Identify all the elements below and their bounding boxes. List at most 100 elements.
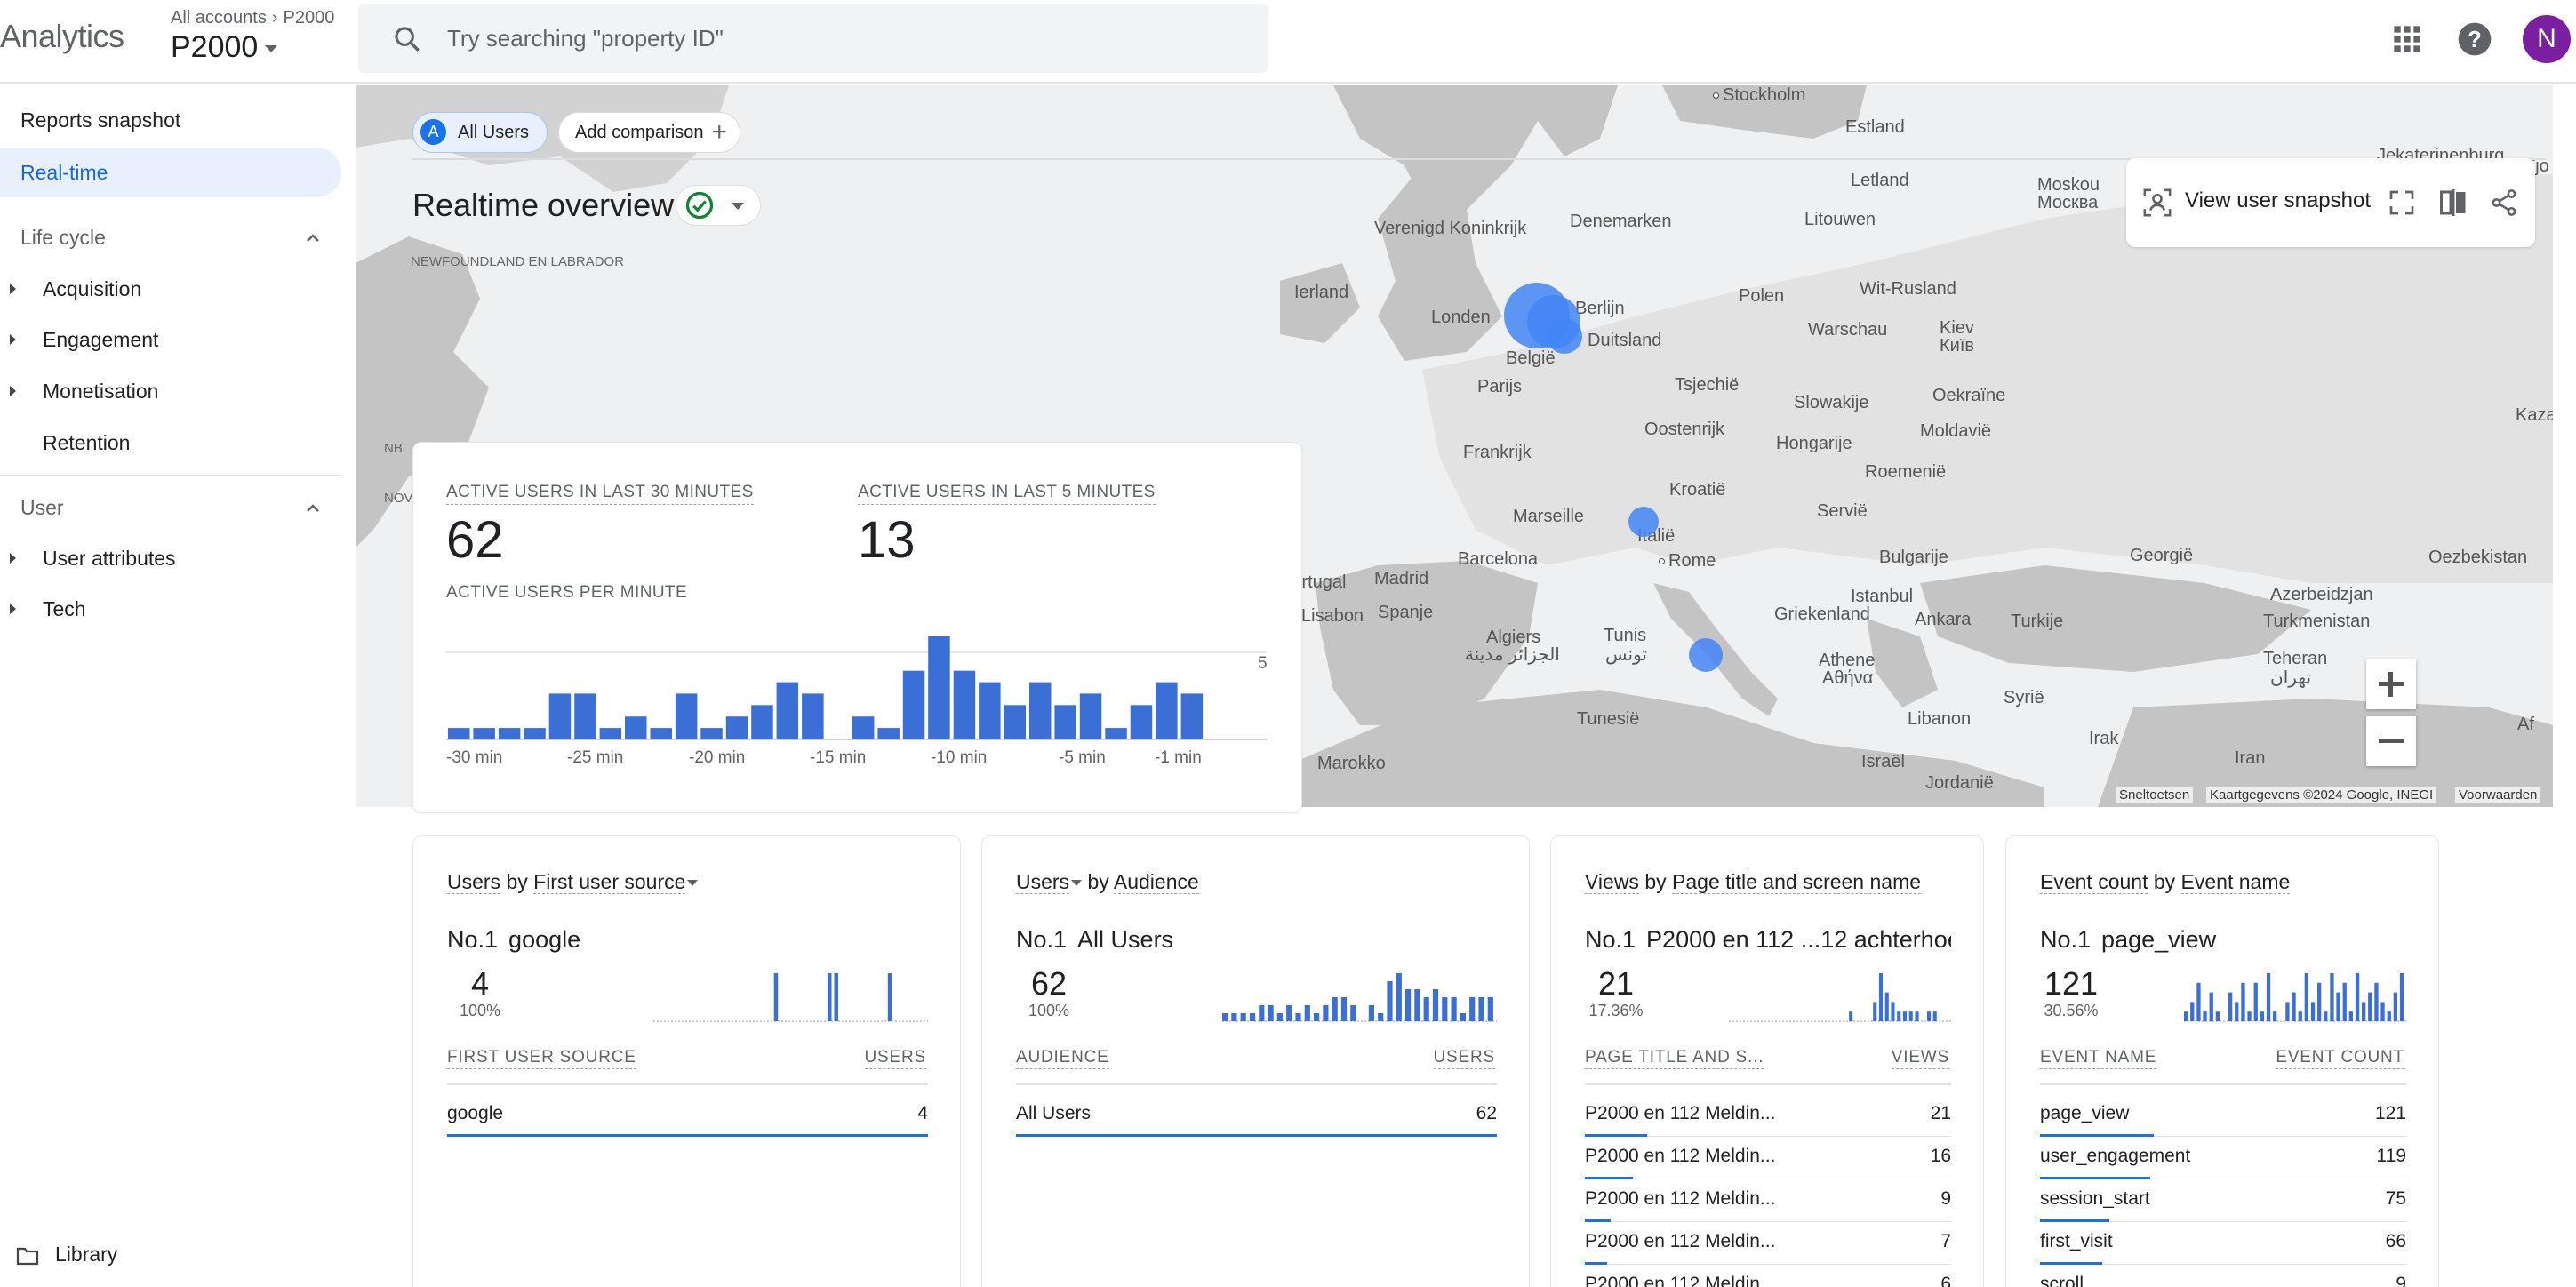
card-sparkline[interactable] — [653, 968, 928, 1023]
sidebar-item-retention[interactable]: Retention — [0, 423, 341, 462]
table-row[interactable]: user_engagement 119 — [2040, 1137, 2406, 1179]
card-sparkline[interactable] — [1729, 968, 1951, 1023]
per-minute-bar[interactable] — [700, 728, 723, 739]
per-minute-bar[interactable] — [448, 728, 470, 739]
column-header-dimension[interactable]: FIRST USER SOURCE — [447, 1048, 636, 1069]
per-minute-bar[interactable] — [548, 693, 572, 739]
user-snapshot-icon[interactable] — [2142, 188, 2172, 218]
card-metric-selector[interactable]: Event count — [2040, 870, 2148, 894]
add-comparison-button[interactable]: Add comparison + — [558, 112, 740, 153]
table-row[interactable]: session_start 75 — [2040, 1179, 2406, 1222]
table-row[interactable]: page_view 121 — [2040, 1094, 2406, 1137]
sidebar-item-reports-snapshot[interactable]: Reports snapshot — [20, 108, 181, 132]
column-header-dimension[interactable]: EVENT NAME — [2040, 1048, 2157, 1069]
per-minute-bar[interactable] — [1180, 693, 1204, 739]
per-minute-bar[interactable] — [802, 693, 824, 739]
sidebar-item-tech[interactable]: Tech — [0, 589, 341, 628]
per-minute-bar[interactable] — [1004, 705, 1027, 739]
per-minute-bar[interactable] — [902, 670, 925, 739]
per-minute-bar[interactable] — [1130, 705, 1153, 739]
per-minute-bar[interactable] — [776, 682, 799, 739]
per-minute-bar[interactable] — [751, 705, 773, 739]
chevron-up-icon[interactable] — [304, 229, 322, 247]
per-minute-bar[interactable] — [625, 716, 647, 739]
card-dimension-selector[interactable]: Audience — [1113, 870, 1199, 894]
table-row[interactable]: scroll 9 — [2040, 1265, 2406, 1287]
per-minute-bar[interactable] — [725, 716, 748, 739]
per-minute-bar[interactable] — [1105, 728, 1127, 739]
card-metric-selector[interactable]: Users — [447, 870, 501, 894]
per-minute-bar[interactable] — [1079, 693, 1102, 739]
sidebar-item-acquisition[interactable]: Acquisition — [0, 269, 341, 308]
metric-label-5min[interactable]: ACTIVE USERS IN LAST 5 MINUTES — [858, 483, 1156, 505]
per-minute-bar[interactable] — [1054, 705, 1076, 739]
per-minute-bar[interactable] — [498, 728, 521, 739]
table-row[interactable]: All Users 62 — [1016, 1094, 1497, 1137]
column-header-dimension[interactable]: AUDIENCE — [1016, 1048, 1109, 1069]
zoom-out-button[interactable] — [2366, 716, 2416, 766]
sidebar-item-real-time[interactable]: Real-time — [0, 148, 341, 197]
help-icon[interactable]: ? — [2455, 20, 2494, 59]
section-user[interactable]: User — [20, 496, 64, 519]
table-row[interactable]: P2000 en 112 Meldin... 9 — [1585, 1179, 1951, 1222]
map-keyboard-shortcuts[interactable]: Sneltoetsen — [2116, 787, 2194, 803]
table-row[interactable]: google 4 — [447, 1094, 928, 1137]
apps-grid-icon[interactable] — [2388, 20, 2427, 59]
per-minute-bar[interactable] — [852, 716, 875, 739]
map-terms[interactable]: Voorwaarden — [2455, 787, 2541, 803]
table-row[interactable]: P2000 en 112 Meldin... 6 — [1585, 1265, 1951, 1287]
per-minute-bar[interactable] — [979, 682, 1001, 739]
view-user-snapshot-button[interactable]: View user snapshot — [2185, 188, 2372, 212]
avatar[interactable]: N — [2523, 15, 2571, 63]
card-metric-selector[interactable]: Users — [1016, 870, 1070, 894]
table-row[interactable]: first_visit 66 — [2040, 1222, 2406, 1265]
per-minute-bar[interactable] — [473, 728, 495, 739]
per-minute-bar[interactable] — [953, 670, 976, 739]
per-minute-bar[interactable] — [928, 636, 950, 739]
sidebar-item-monetisation[interactable]: Monetisation — [0, 372, 341, 411]
per-minute-bar[interactable] — [877, 728, 900, 739]
property-selector[interactable]: P2000 — [171, 30, 278, 65]
search-bar[interactable] — [358, 4, 1268, 73]
card-sparkline[interactable] — [2184, 968, 2406, 1023]
user-location-bubble[interactable] — [1628, 507, 1659, 537]
breadcrumb-property[interactable]: P2000 — [283, 8, 335, 28]
column-header-metric[interactable]: EVENT COUNT — [2276, 1048, 2404, 1069]
per-minute-bar[interactable] — [524, 728, 546, 739]
zoom-in-button[interactable] — [2366, 659, 2416, 709]
fullscreen-icon[interactable] — [2388, 188, 2416, 217]
sidebar-item-engagement[interactable]: Engagement — [0, 320, 341, 359]
sidebar-item-library[interactable]: Library — [16, 1243, 117, 1267]
table-row[interactable]: P2000 en 112 Meldin... 7 — [1585, 1222, 1951, 1265]
metric-label-30min[interactable]: ACTIVE USERS IN LAST 30 MINUTES — [446, 483, 754, 505]
user-location-bubble[interactable] — [1689, 638, 1723, 672]
card-dimension-selector[interactable]: Page title and screen name — [1672, 870, 1922, 894]
segment-chip-all-users[interactable]: A All Users — [412, 112, 548, 153]
share-icon[interactable] — [2489, 188, 2519, 218]
dropdown-caret-icon[interactable] — [1071, 880, 1083, 887]
per-minute-bar[interactable] — [1156, 682, 1178, 739]
per-minute-bar[interactable] — [599, 728, 622, 739]
card-metric-selector[interactable]: Views — [1585, 870, 1639, 894]
chevron-up-icon[interactable] — [304, 500, 322, 517]
per-minute-bar-chart[interactable] — [413, 629, 1284, 771]
card-sparkline[interactable] — [1222, 968, 1497, 1023]
per-minute-bar[interactable] — [650, 728, 673, 739]
app-name[interactable]: Analytics — [0, 18, 124, 54]
column-header-metric[interactable]: USERS — [864, 1048, 926, 1069]
sidebar-item-user-attributes[interactable]: User attributes — [0, 539, 341, 578]
table-row[interactable]: P2000 en 112 Meldin... 16 — [1585, 1137, 1951, 1179]
card-dimension-selector[interactable]: First user source — [533, 870, 686, 894]
dropdown-caret-icon[interactable] — [687, 880, 699, 887]
user-location-bubble[interactable] — [1547, 318, 1582, 354]
search-input[interactable] — [447, 22, 1229, 54]
column-header-metric[interactable]: VIEWS — [1891, 1048, 1949, 1069]
section-life-cycle[interactable]: Life cycle — [20, 226, 106, 249]
compare-columns-icon[interactable] — [2437, 187, 2469, 219]
per-minute-bar[interactable] — [675, 693, 698, 739]
table-row[interactable]: P2000 en 112 Meldin... 21 — [1585, 1094, 1951, 1137]
card-dimension-selector[interactable]: Event name — [2180, 870, 2291, 894]
per-minute-bar[interactable] — [574, 693, 596, 739]
column-header-dimension[interactable]: PAGE TITLE AND S... — [1585, 1048, 1764, 1069]
status-dropdown[interactable] — [676, 185, 761, 226]
